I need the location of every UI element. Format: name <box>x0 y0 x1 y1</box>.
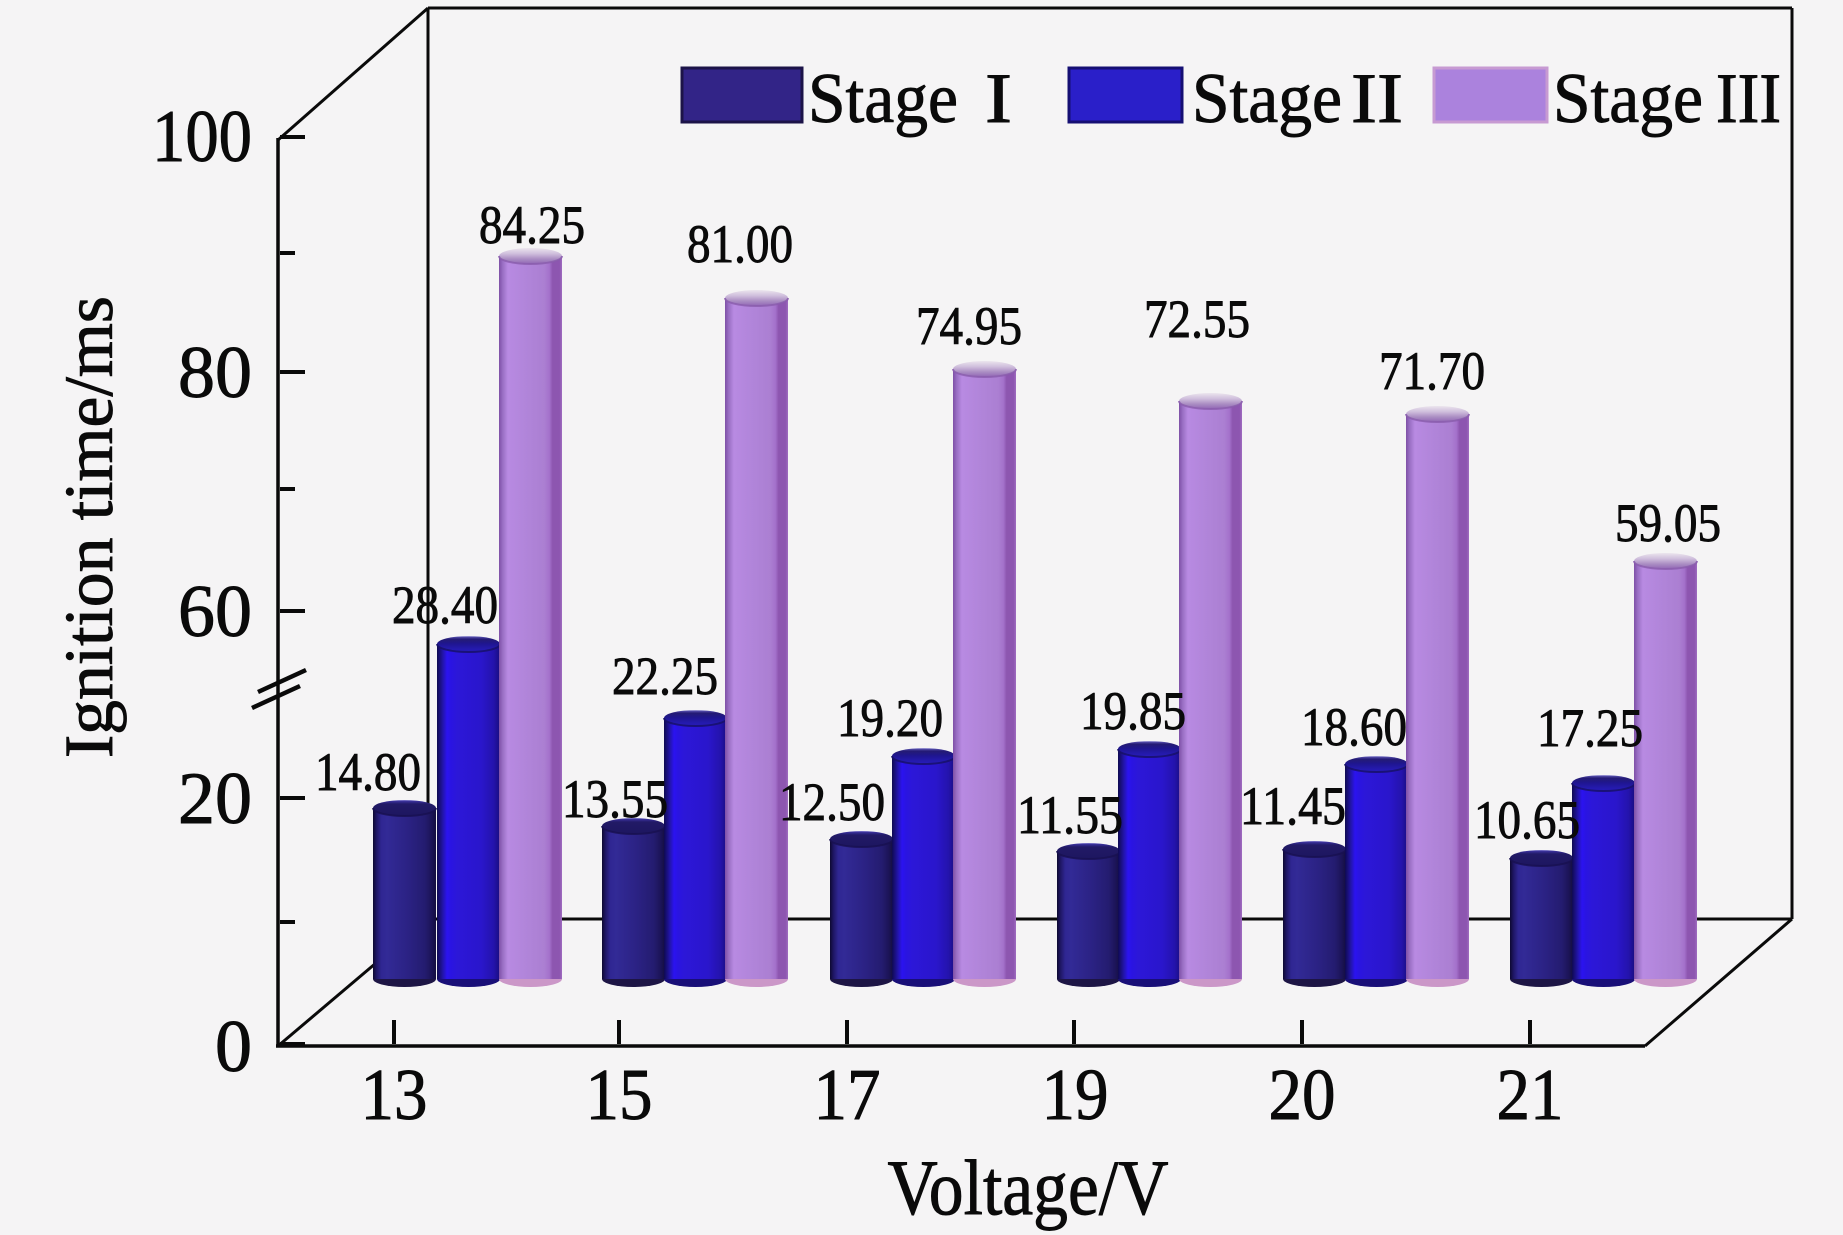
svg-text:Stage: Stage <box>1192 60 1342 138</box>
svg-text:80: 80 <box>178 332 252 414</box>
svg-text:84.25: 84.25 <box>479 195 585 255</box>
svg-text:I: I <box>985 60 1012 138</box>
svg-text:10.65: 10.65 <box>1474 790 1580 850</box>
svg-text:13: 13 <box>361 1054 428 1135</box>
svg-text:19.20: 19.20 <box>837 688 943 748</box>
svg-text:13.55: 13.55 <box>562 769 668 829</box>
svg-text:14.80: 14.80 <box>315 742 421 802</box>
svg-text:74.95: 74.95 <box>916 296 1022 356</box>
svg-text:60: 60 <box>178 571 252 653</box>
svg-text:15: 15 <box>586 1054 653 1135</box>
svg-text:19.85: 19.85 <box>1080 681 1186 741</box>
svg-text:21: 21 <box>1497 1054 1564 1135</box>
svg-text:18.60: 18.60 <box>1301 697 1407 757</box>
svg-text:20: 20 <box>1269 1054 1336 1135</box>
svg-text:11.45: 11.45 <box>1240 776 1346 836</box>
svg-text:71.70: 71.70 <box>1379 341 1485 401</box>
svg-text:17.25: 17.25 <box>1537 698 1643 758</box>
svg-text:Voltage/V: Voltage/V <box>888 1144 1169 1231</box>
svg-text:19: 19 <box>1042 1054 1109 1135</box>
svg-text:III: III <box>1716 60 1781 138</box>
svg-text:22.25: 22.25 <box>612 646 718 706</box>
svg-text:II: II <box>1351 60 1403 138</box>
svg-text:0: 0 <box>215 1006 252 1088</box>
svg-text:Ignition time/ms: Ignition time/ms <box>51 296 127 758</box>
svg-text:20: 20 <box>178 758 252 840</box>
svg-text:17: 17 <box>814 1054 881 1135</box>
svg-text:100: 100 <box>152 96 252 178</box>
svg-text:72.55: 72.55 <box>1144 289 1250 349</box>
svg-text:81.00: 81.00 <box>687 214 793 274</box>
svg-text:12.50: 12.50 <box>779 772 885 832</box>
svg-text:Stage: Stage <box>1553 60 1703 138</box>
svg-text:11.55: 11.55 <box>1017 785 1123 845</box>
svg-text:Stage: Stage <box>808 60 958 138</box>
svg-text:28.40: 28.40 <box>392 575 498 635</box>
svg-text:59.05: 59.05 <box>1615 493 1721 553</box>
